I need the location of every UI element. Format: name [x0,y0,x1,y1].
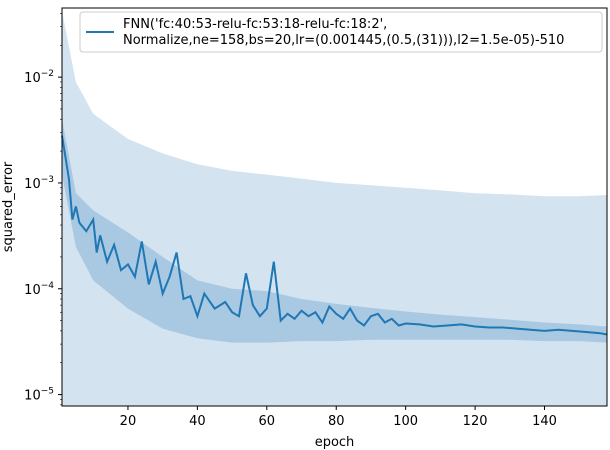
series-line [61,135,608,336]
x-axis-ticks: 20 40 60 80 100 120 140 [120,406,557,429]
x-axis-label: epoch [315,435,355,450]
x-tick-label: 80 [328,414,345,429]
plot-area [61,11,608,406]
y-tick-label: 10−5 [24,387,54,404]
y-tick-label: 10−4 [24,281,54,298]
axes-frame [61,7,608,407]
x-tick-label: 60 [259,414,276,429]
inner-confidence-band [62,119,607,343]
x-tick-label: 100 [393,414,418,429]
x-tick-label: 140 [532,414,557,429]
legend: FNN('fc:40:53-relu-fc:53:18-relu-fc:18:2… [79,11,603,53]
y-tick-label: 10−2 [24,69,54,86]
x-tick-label: 120 [463,414,488,429]
y-axis-ticks: 10−5 10−4 10−3 10−2 [24,13,62,406]
y-axis-label: squared_error [1,161,16,252]
legend-entry: FNN('fc:40:53-relu-fc:53:18-relu-fc:18:2… [123,17,564,48]
y-tick-label: 10−3 [24,175,54,192]
legend-box [79,11,603,53]
x-tick-label: 40 [189,414,206,429]
x-tick-label: 20 [120,414,137,429]
